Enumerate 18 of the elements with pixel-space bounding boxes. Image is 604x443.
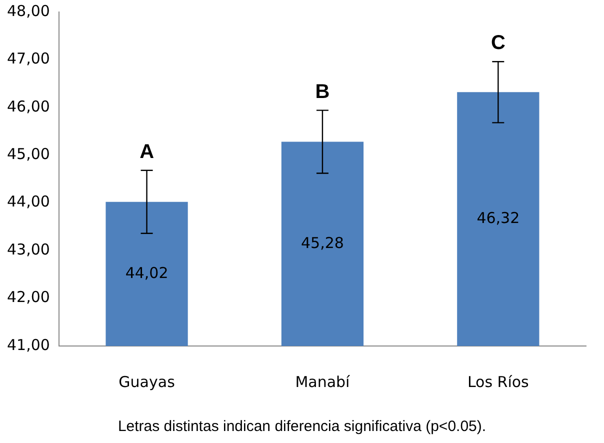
y-tick-label: 45,00 xyxy=(6,145,50,164)
y-tick-label: 47,00 xyxy=(6,50,50,68)
annotation: C xyxy=(490,32,506,54)
y-tick-label: 43,00 xyxy=(6,240,50,258)
annotation: B xyxy=(315,80,330,103)
y-tick-label: 41,00 xyxy=(6,336,50,354)
x-tick-label: Guayas xyxy=(118,372,176,391)
y-tick-label: 46,00 xyxy=(6,97,50,116)
y-tick-label: 44,00 xyxy=(6,192,50,211)
y-tick-label: 48,00 xyxy=(6,2,50,20)
data-label: 45,28 xyxy=(300,234,344,252)
x-tick-label: Los Ríos xyxy=(467,372,530,391)
x-tick-label: Manabí xyxy=(295,372,351,391)
y-tick-label: 42,00 xyxy=(6,288,50,306)
text: Letras distintas indican diferencia significativa (p<0.05). xyxy=(116,418,488,435)
data-label: 44,02 xyxy=(125,264,168,282)
data-label: 46,32 xyxy=(476,208,520,227)
annotation: A xyxy=(140,140,154,163)
